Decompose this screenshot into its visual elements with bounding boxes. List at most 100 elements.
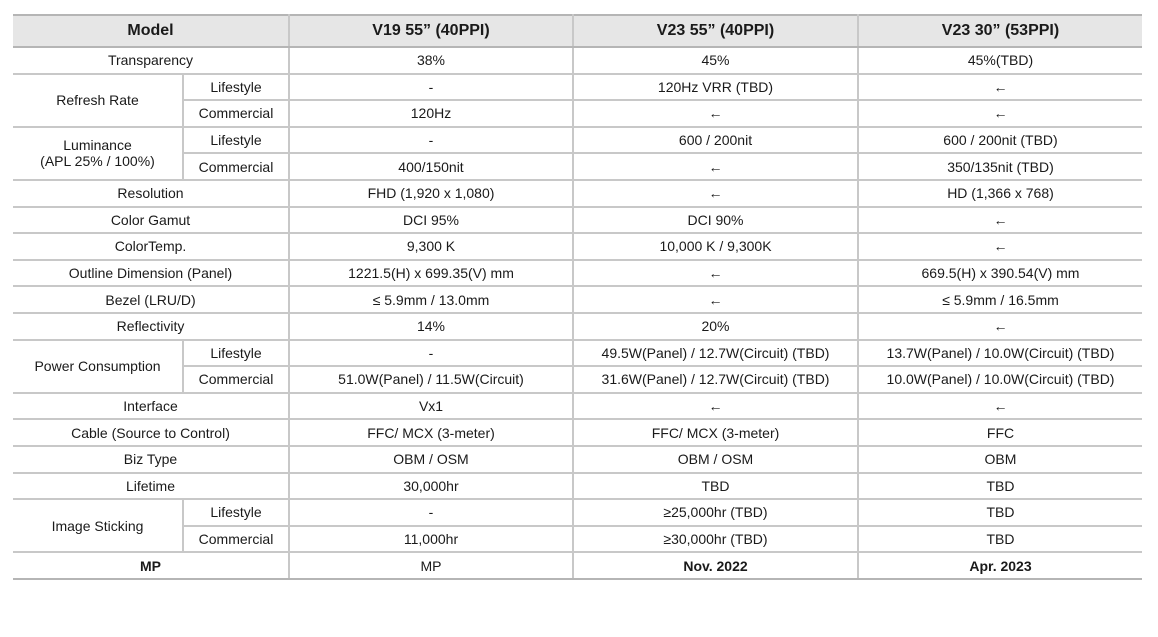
cell-value: OBM / OSM — [572, 444, 859, 474]
cell-value: ← — [572, 152, 859, 181]
row-biz-type: Biz Type OBM / OSM OBM / OSM OBM — [13, 444, 1142, 474]
row-color-temp: ColorTemp. 9,300 K 10,000 K / 9,300K ← — [13, 232, 1142, 261]
cell-value: ≤ 5.9mm / 13.0mm — [288, 285, 574, 314]
cell-value: 45%(TBD) — [857, 46, 1142, 75]
row-mp: MP MP Nov. 2022 Apr. 2023 — [13, 551, 1142, 580]
cell-value: TBD — [857, 498, 1142, 527]
sub-label: Commercial — [183, 152, 290, 181]
row-outline-dimension: Outline Dimension (Panel) 1221.5(H) x 69… — [13, 258, 1142, 288]
cell-value: OBM — [857, 444, 1142, 474]
cell-value: ≥30,000hr (TBD) — [572, 524, 859, 554]
cell-value: ← — [857, 232, 1142, 261]
cell-value: DCI 90% — [572, 205, 859, 235]
luminance-label-line2: (APL 25% / 100%) — [40, 153, 155, 170]
spec-table: Model V19 55” (40PPI) V23 55” (40PPI) V2… — [13, 14, 1142, 580]
cell-value: FFC/ MCX (3-meter) — [288, 418, 574, 447]
row-label: Biz Type — [13, 444, 290, 474]
cell-value: MP — [288, 551, 574, 580]
cell-value: Vx1 — [288, 391, 574, 421]
cell-value: ← — [857, 99, 1142, 128]
row-reflectivity: Reflectivity 14% 20% ← — [13, 311, 1142, 341]
cell-value: Nov. 2022 — [572, 551, 859, 580]
row-label: Refresh Rate — [13, 72, 184, 128]
cell-value: 49.5W(Panel) / 12.7W(Circuit) (TBD) — [572, 338, 859, 368]
row-refresh-lifestyle: Refresh Rate Lifestyle - 120Hz VRR (TBD)… — [13, 72, 1142, 128]
cell-value: FFC/ MCX (3-meter) — [572, 418, 859, 447]
cell-value: TBD — [857, 524, 1142, 554]
row-refresh-commercial: Commercial 120Hz ← ← — [13, 99, 1142, 128]
cell-value: 30,000hr — [288, 471, 574, 501]
row-label: Image Sticking — [13, 498, 184, 554]
cell-value: 31.6W(Panel) / 12.7W(Circuit) (TBD) — [572, 365, 859, 394]
cell-value: 669.5(H) x 390.54(V) mm — [857, 258, 1142, 288]
row-label: MP — [13, 551, 290, 580]
row-sticking-lifestyle: Image Sticking Lifestyle - ≥25,000hr (TB… — [13, 498, 1142, 554]
cell-value: ← — [572, 391, 859, 421]
row-label: ColorTemp. — [13, 232, 290, 261]
cell-value: ← — [857, 72, 1142, 102]
row-luminance-commercial: Commercial 400/150nit ← 350/135nit (TBD) — [13, 152, 1142, 181]
row-label: Interface — [13, 391, 290, 421]
sub-label: Lifestyle — [182, 498, 290, 527]
row-label: Color Gamut — [13, 205, 290, 235]
cell-value: 14% — [288, 311, 574, 341]
cell-value: ← — [572, 258, 859, 288]
cell-value: ← — [572, 285, 859, 314]
row-label: Cable (Source to Control) — [13, 418, 290, 447]
cell-value: ← — [572, 178, 859, 208]
row-label: Reflectivity — [13, 311, 290, 341]
cell-value: 350/135nit (TBD) — [857, 152, 1142, 181]
row-label: Bezel (LRU/D) — [13, 285, 290, 314]
sub-label: Commercial — [183, 99, 290, 128]
row-bezel: Bezel (LRU/D) ≤ 5.9mm / 13.0mm ← ≤ 5.9mm… — [13, 285, 1142, 314]
cell-value: - — [288, 498, 574, 527]
cell-value: HD (1,366 x 768) — [857, 178, 1142, 208]
row-label: Power Consumption — [13, 338, 184, 394]
cell-value: TBD — [857, 471, 1142, 501]
cell-value: - — [288, 72, 574, 102]
sub-label: Lifestyle — [182, 125, 290, 155]
cell-value: - — [288, 338, 574, 368]
row-label-luminance: Luminance (APL 25% / 100%) — [13, 125, 184, 181]
header-row: Model V19 55” (40PPI) V23 55” (40PPI) V2… — [13, 14, 1142, 48]
luminance-label-line1: Luminance — [63, 137, 132, 154]
cell-value: 11,000hr — [288, 524, 574, 554]
cell-value: Apr. 2023 — [857, 551, 1142, 580]
cell-value: 9,300 K — [288, 232, 574, 261]
cell-value: FFC — [857, 418, 1142, 447]
cell-value: 600 / 200nit (TBD) — [857, 125, 1142, 155]
cell-value: - — [288, 125, 574, 155]
row-luminance-lifestyle: Luminance (APL 25% / 100%) Lifestyle - 6… — [13, 125, 1142, 181]
cell-value: 10.0W(Panel) / 10.0W(Circuit) (TBD) — [857, 365, 1142, 394]
sub-label: Commercial — [183, 524, 290, 554]
sub-label: Commercial — [183, 365, 290, 394]
cell-value: OBM / OSM — [288, 444, 574, 474]
row-cable: Cable (Source to Control) FFC/ MCX (3-me… — [13, 418, 1142, 447]
spec-sheet: Model V19 55” (40PPI) V23 55” (40PPI) V2… — [13, 14, 1142, 580]
row-lifetime: Lifetime 30,000hr TBD TBD — [13, 471, 1142, 501]
cell-value: ← — [857, 311, 1142, 341]
cell-value: ≤ 5.9mm / 16.5mm — [857, 285, 1142, 314]
row-transparency: Transparency 38% 45% 45%(TBD) — [13, 46, 1142, 75]
cell-value: ← — [857, 205, 1142, 235]
header-v23-55: V23 55” (40PPI) — [572, 14, 859, 48]
cell-value: ← — [572, 99, 859, 128]
cell-value: 13.7W(Panel) / 10.0W(Circuit) (TBD) — [857, 338, 1142, 368]
cell-value: 1221.5(H) x 699.35(V) mm — [288, 258, 574, 288]
cell-value: 38% — [288, 46, 574, 75]
row-label: Transparency — [13, 46, 290, 75]
header-v19-55: V19 55” (40PPI) — [288, 14, 574, 48]
sub-label: Lifestyle — [182, 338, 290, 368]
row-power-lifestyle: Power Consumption Lifestyle - 49.5W(Pane… — [13, 338, 1142, 394]
cell-value: 120Hz VRR (TBD) — [572, 72, 859, 102]
cell-value: 400/150nit — [288, 152, 574, 181]
row-color-gamut: Color Gamut DCI 95% DCI 90% ← — [13, 205, 1142, 235]
cell-value: FHD (1,920 x 1,080) — [288, 178, 574, 208]
row-power-commercial: Commercial 51.0W(Panel) / 11.5W(Circuit)… — [13, 365, 1142, 394]
cell-value: 51.0W(Panel) / 11.5W(Circuit) — [288, 365, 574, 394]
cell-value: 45% — [572, 46, 859, 75]
row-resolution: Resolution FHD (1,920 x 1,080) ← HD (1,3… — [13, 178, 1142, 208]
cell-value: TBD — [572, 471, 859, 501]
row-label: Resolution — [13, 178, 290, 208]
row-label: Lifetime — [13, 471, 290, 501]
